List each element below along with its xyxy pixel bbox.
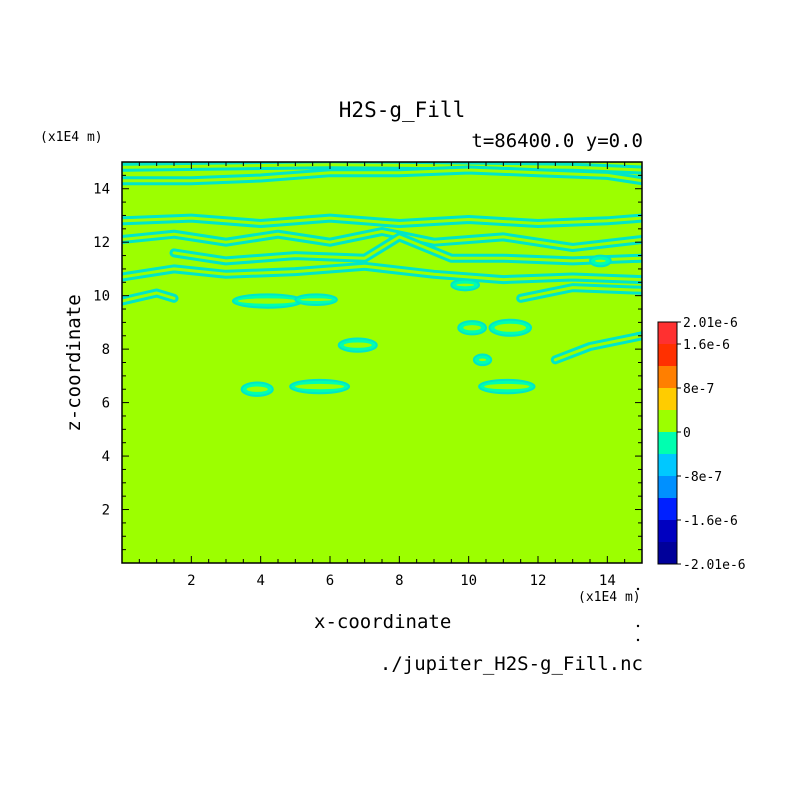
colorbar-segment [658,432,677,455]
contour-island-core [595,259,606,263]
y-tick-label: 14 [93,182,110,198]
colorbar-segment [658,322,677,345]
contour-band-core [122,230,642,249]
y-axis-unit: (x1E4 m) [40,130,103,145]
colorbar-label: 2.01e-6 [683,316,738,331]
contour-island-core [237,298,298,304]
y-tick-label: 10 [93,289,110,305]
chart-subtitle: t=86400.0 y=0.0 [471,130,643,152]
colorbar-label: -8e-7 [683,470,722,485]
y-tick-label: 2 [102,503,110,519]
colorbar-label: 8e-7 [683,382,714,397]
contour-island-core [343,342,372,348]
x-tick-label: 4 [256,573,264,589]
colorbar-segment [658,498,677,521]
colorbar-segment [658,454,677,477]
x-tick-label: 8 [395,573,403,589]
colorbar: 2.01e-6 1.6e-6 8e-7 0 -8e-7 -1.6e-6 -2.01e-6 [657,316,746,573]
x-tick-label: 6 [326,573,334,589]
contour-island-core [300,298,332,302]
contour-layer [122,162,642,397]
contour-band-core [122,264,642,282]
colorbar-segment [658,388,677,411]
x-tick-label: 14 [599,573,616,589]
contour-island-core [478,358,487,362]
x-tick-label: 10 [460,573,477,589]
colorbar-label: 1.6e-6 [683,338,730,353]
contour-band-core [519,286,642,300]
file-path-label: ./jupiter_H2S-g_Fill.nc [379,653,643,675]
x-tick-label: 2 [187,573,195,589]
colorbar-segment [658,410,677,433]
contour-island-core [295,383,345,390]
colorbar-segment [658,520,677,543]
corner-marks [636,587,640,642]
y-tick-label: 4 [102,449,110,465]
colorbar-label: -1.6e-6 [683,514,738,529]
registration-mark [636,638,640,642]
x-axis-unit: (x1E4 m) [578,590,641,605]
contour-island-core [246,386,268,392]
colorbar-segment [658,542,677,565]
contour-band-core [553,334,642,362]
y-tick-label: 6 [102,396,110,412]
y-tick-label: 12 [93,235,110,251]
contour-band-core [122,168,642,183]
colorbar-segment [658,366,677,389]
colorbar-segment [658,476,677,499]
colorbar-segment [658,344,677,367]
contour-island-core [494,323,527,332]
contour-island-core [463,325,481,331]
contour-band-core [172,235,642,263]
contour-band-core [122,216,642,225]
chart-title: H2S-g_Fill [338,98,466,122]
x-tick-label: 12 [530,573,547,589]
y-tick-label: 8 [102,342,110,358]
colorbar-frame [657,321,678,565]
plot-area [122,162,642,563]
x-axis-label: x-coordinate [314,611,452,633]
contour-band-core [122,291,176,303]
colorbar-label: -2.01e-6 [683,558,746,573]
colorbar-label: 0 [683,426,691,441]
registration-mark [636,587,640,591]
contour-island-core [484,383,530,390]
registration-mark [636,624,640,628]
contour-island-core [456,283,475,287]
axes: 2 4 6 8 10 12 14 2 4 6 8 10 12 14 [93,161,643,589]
